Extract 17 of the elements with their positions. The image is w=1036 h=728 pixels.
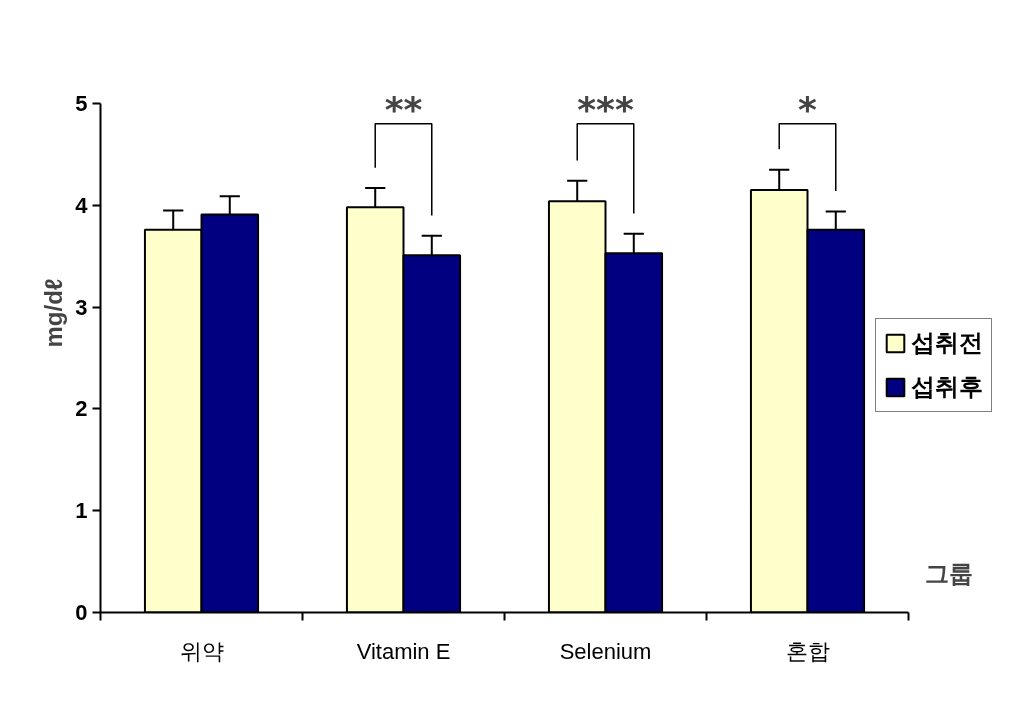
y-tick-label: 1 xyxy=(75,498,88,524)
y-tick-label: 0 xyxy=(75,600,88,625)
y-tick-label: 5 xyxy=(75,91,88,116)
y-tick-label: 3 xyxy=(75,294,88,320)
annotation: ** xyxy=(384,88,423,130)
y-axis-title: mg/dℓ xyxy=(40,278,68,348)
x-tick-label: 혼합 xyxy=(785,638,830,664)
y-tick-label: 2 xyxy=(75,396,88,422)
x-tick-label: Selenium xyxy=(559,638,652,664)
legend-label: 섭취후 xyxy=(911,372,983,402)
x-axis-title: 그룹 xyxy=(924,560,973,588)
annotation: *** xyxy=(577,88,634,130)
y-tick-label: 4 xyxy=(75,192,89,218)
x-tick-label: Vitamin E xyxy=(356,638,451,664)
legend-label: 섭취전 xyxy=(911,328,983,358)
annotation: * xyxy=(798,88,818,130)
x-tick-label: 위약 xyxy=(179,638,224,664)
